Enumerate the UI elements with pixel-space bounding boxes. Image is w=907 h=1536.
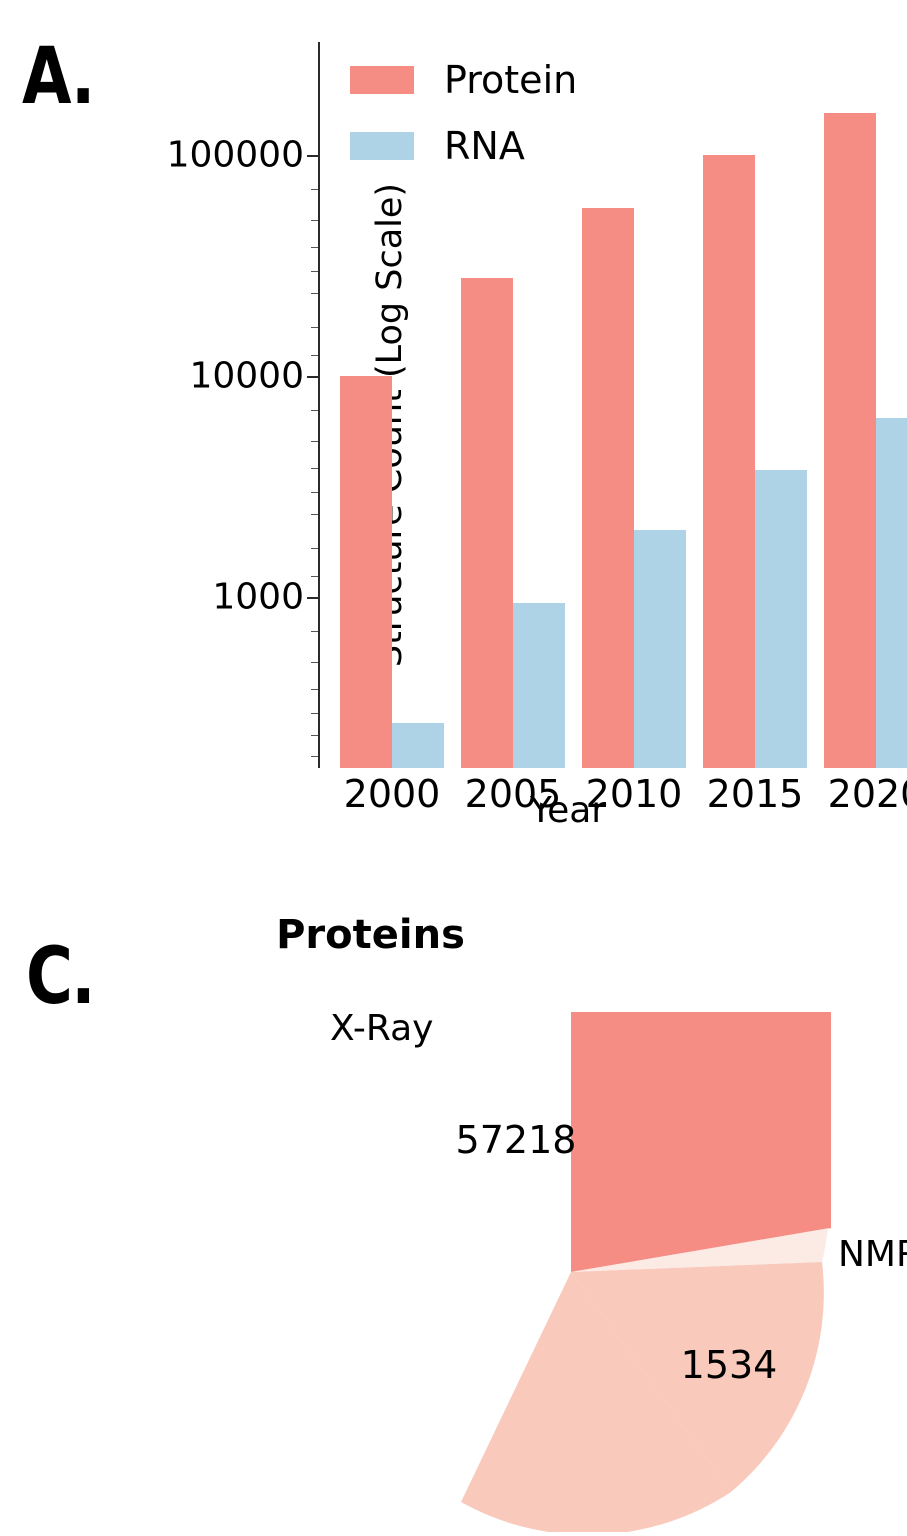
bar-protein-2020 bbox=[824, 113, 876, 768]
y-minor-tick bbox=[311, 293, 318, 294]
pie-slice-xray bbox=[567, 708, 907, 1272]
x-tick-label-2020: 2020 bbox=[827, 772, 907, 816]
legend-label-protein: Protein bbox=[444, 58, 578, 102]
bar-protein-2015 bbox=[703, 155, 755, 768]
bar-rna-2010 bbox=[634, 530, 686, 768]
y-minor-tick bbox=[311, 514, 318, 515]
plot-area-panel-a: Structure Count (Log Scale) 100000 10000… bbox=[167, 42, 907, 816]
bar-rna-2005 bbox=[513, 603, 565, 768]
x-tick-label-2015: 2015 bbox=[706, 772, 804, 816]
panel-a-letter: A. bbox=[22, 32, 95, 122]
y-minor-tick bbox=[311, 355, 318, 356]
y-tick-1000 bbox=[307, 597, 318, 599]
y-minor-tick bbox=[311, 220, 318, 221]
bar-rna-2000 bbox=[392, 723, 444, 768]
y-tick-label-1000: 1000 bbox=[212, 576, 304, 618]
y-tick-100000 bbox=[307, 155, 318, 157]
y-minor-tick bbox=[311, 662, 318, 663]
y-minor-tick bbox=[311, 271, 318, 272]
y-minor-tick bbox=[311, 247, 318, 248]
y-minor-tick bbox=[311, 492, 318, 493]
panel-a-bar-chart: A. Structure Count (Log Scale) 100000 10… bbox=[22, 32, 907, 831]
y-minor-tick bbox=[311, 631, 318, 632]
legend-item-rna: RNA bbox=[350, 124, 577, 168]
y-minor-tick bbox=[311, 189, 318, 190]
legend-swatch-protein-icon bbox=[350, 66, 414, 94]
y-minor-tick bbox=[311, 689, 318, 690]
bar-protein-2000 bbox=[340, 376, 392, 768]
pie-svg bbox=[461, 708, 907, 1536]
y-minor-tick bbox=[311, 548, 318, 549]
x-tick-label-2010: 2010 bbox=[585, 772, 683, 816]
pie-chart-graphic: 57218 1534 bbox=[311, 708, 907, 1536]
y-minor-tick bbox=[311, 468, 318, 469]
x-axis-label: Year bbox=[529, 790, 607, 831]
pie-label-nmr: NMR bbox=[838, 1234, 907, 1275]
x-tick-label-2005: 2005 bbox=[464, 772, 562, 816]
bar-protein-2010 bbox=[582, 208, 634, 768]
panel-c-pie-chart: C. Proteins 57218 1534 X-Ray NMR bbox=[0, 708, 907, 1536]
y-tick-10000 bbox=[307, 376, 318, 378]
legend-swatch-rna-icon bbox=[350, 132, 414, 160]
legend-panel-a: Protein RNA bbox=[350, 58, 577, 190]
pie-value-xray: 57218 bbox=[455, 1118, 577, 1162]
x-tick-label-2000: 2000 bbox=[343, 772, 441, 816]
pie-label-xray: X-Ray bbox=[330, 1008, 434, 1049]
y-tick-label-10000: 10000 bbox=[189, 355, 304, 397]
legend-label-rna: RNA bbox=[444, 124, 525, 168]
y-minor-tick bbox=[311, 713, 318, 714]
y-minor-tick bbox=[311, 756, 318, 757]
pie-chart-title: Proteins bbox=[276, 912, 465, 958]
legend-item-protein: Protein bbox=[350, 58, 577, 102]
pie-value-nmr: 1534 bbox=[680, 1343, 778, 1387]
y-minor-tick bbox=[311, 735, 318, 736]
bar-protein-2005 bbox=[461, 278, 513, 768]
y-minor-tick bbox=[311, 441, 318, 442]
y-axis-line bbox=[318, 42, 320, 768]
panel-c-letter: C. bbox=[26, 932, 96, 1022]
y-tick-label-100000: 100000 bbox=[166, 134, 304, 176]
bar-rna-2020 bbox=[876, 418, 907, 768]
y-minor-tick bbox=[311, 410, 318, 411]
y-minor-tick bbox=[311, 327, 318, 328]
y-minor-tick bbox=[311, 576, 318, 577]
bar-rna-2015 bbox=[755, 470, 807, 768]
